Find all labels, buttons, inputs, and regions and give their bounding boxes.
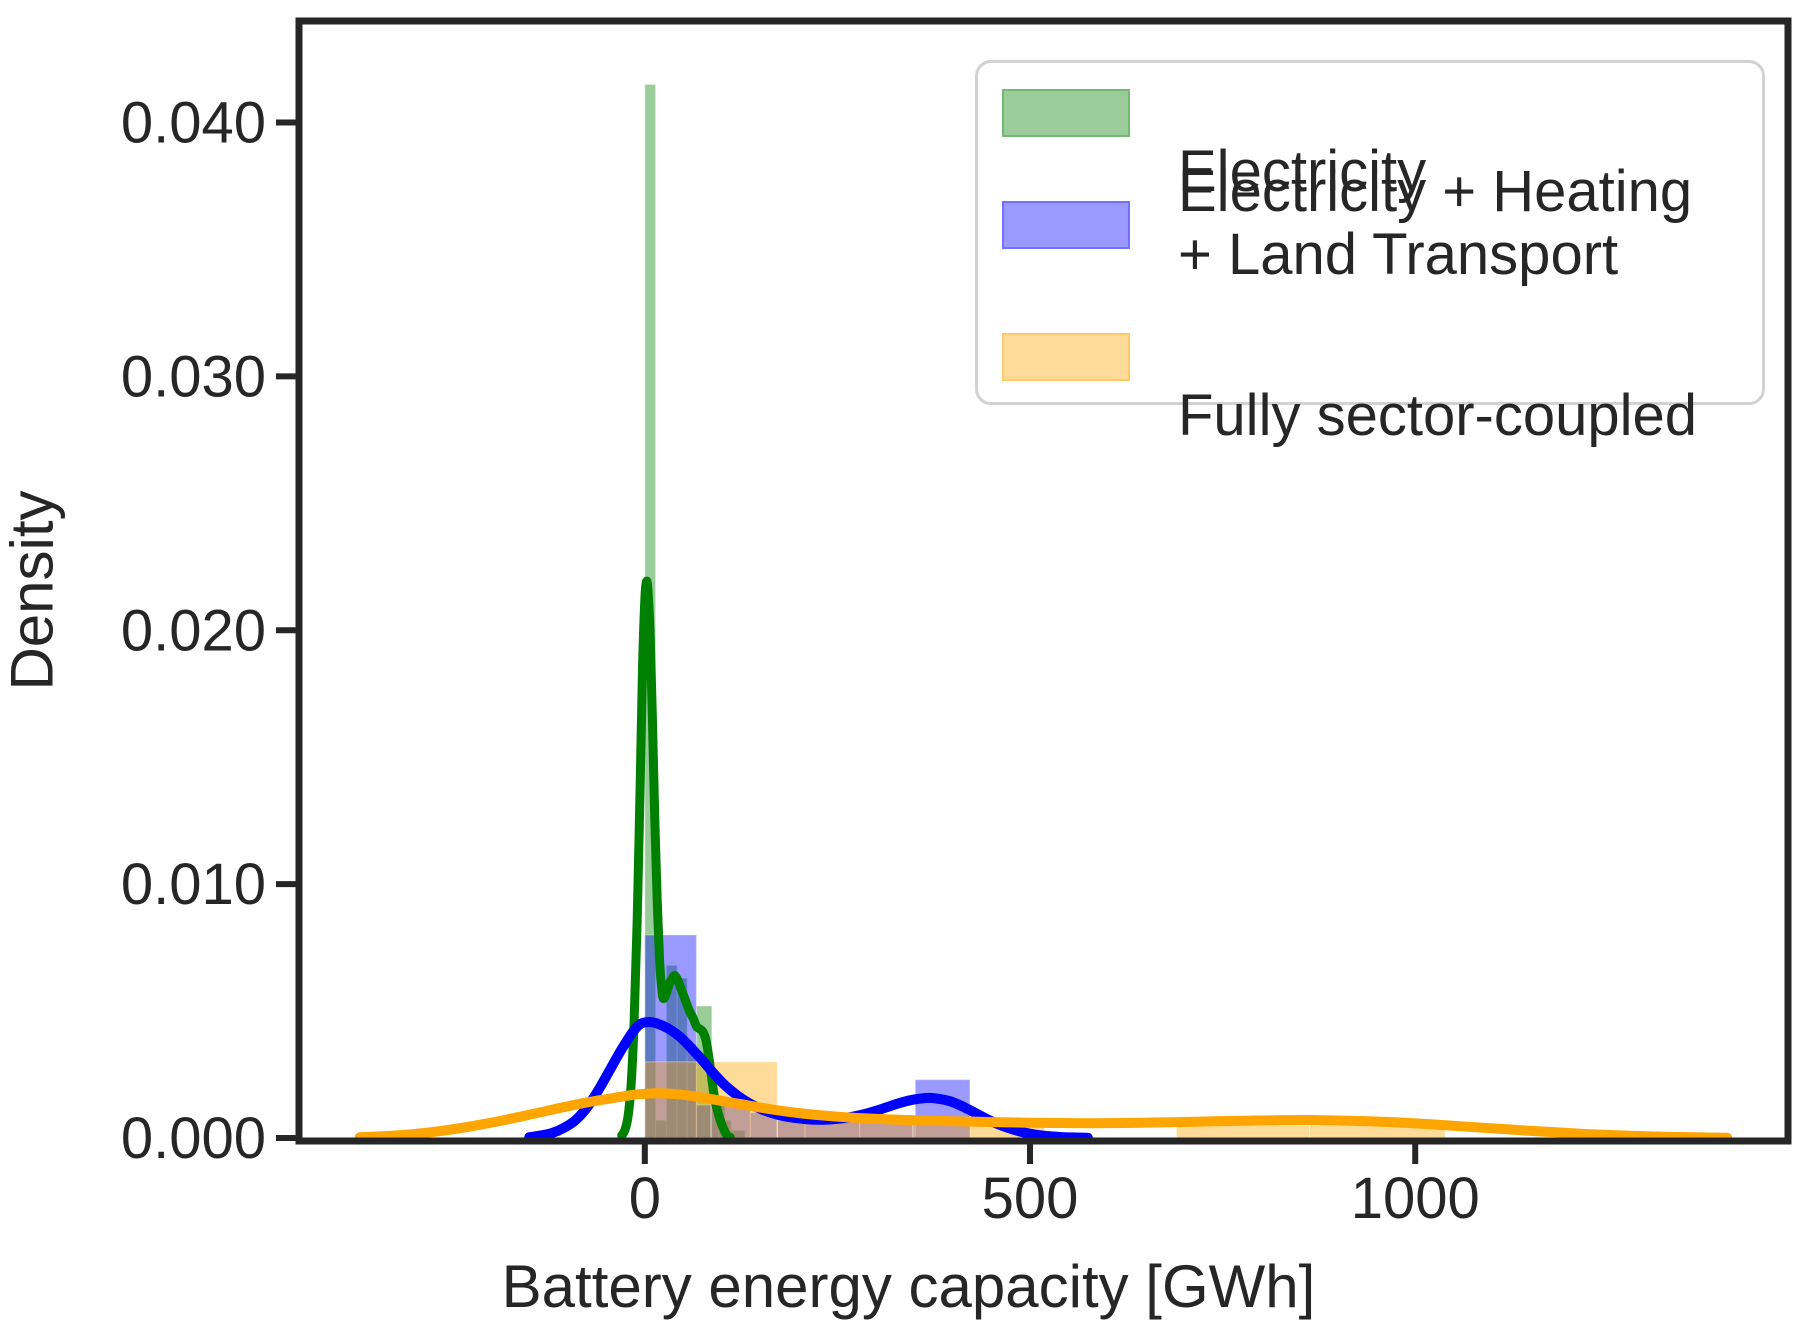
- axes-frame: [295, 17, 1792, 1145]
- legend-label-line1: Electricity + Heating: [1178, 159, 1693, 224]
- kde-line-series-0: [617, 576, 735, 1142]
- legend-label-electricity-heating-transport: Electricity + Heating + Land Transport: [1178, 160, 1692, 286]
- y-axis-tick-label: 0.000: [121, 1106, 266, 1171]
- legend: Electricity Electricity + Heating + Land…: [975, 60, 1765, 447]
- y-axis-label: Density: [0, 490, 66, 691]
- legend-swatch-electricity-heating-transport: [1002, 201, 1130, 249]
- x-axis-label: Battery energy capacity [GWh]: [501, 1253, 1316, 1320]
- y-axis-tick-label: 0.010: [121, 852, 266, 917]
- hist-bar-series-2: [1175, 1124, 1311, 1139]
- legend-swatch-electricity: [1002, 89, 1130, 137]
- x-axis-tick-label: 500: [982, 1166, 1079, 1231]
- y-axis-tick-label: 0.030: [121, 344, 266, 409]
- x-axis-tick-label: 1000: [1351, 1166, 1480, 1231]
- legend-swatch-fully-sector-coupled: [1002, 333, 1130, 381]
- x-axis-tick-label: 0: [629, 1166, 661, 1231]
- y-axis-tick-label: 0.040: [121, 91, 266, 156]
- hist-bar-series-1: [644, 934, 698, 1139]
- legend-label-fully-sector-coupled: Fully sector-coupled: [1178, 383, 1697, 448]
- legend-label-electricity: Electricity: [1178, 139, 1427, 204]
- kde-line-series-2: [354, 1088, 1733, 1143]
- y-axis-tick-label: 0.020: [121, 598, 266, 663]
- legend-label-line2: + Land Transport: [1178, 222, 1619, 287]
